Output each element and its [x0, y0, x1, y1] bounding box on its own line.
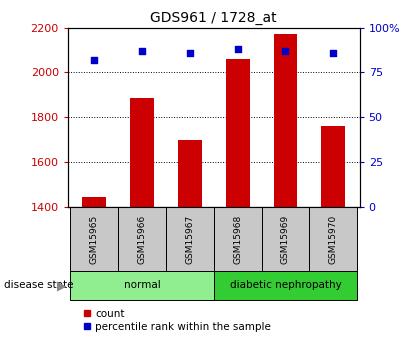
Bar	[214, 207, 261, 271]
Bar	[178, 140, 202, 207]
Bar	[261, 207, 309, 271]
Legend: count, percentile rank within the sample: count, percentile rank within the sample	[84, 309, 271, 332]
Bar	[226, 59, 249, 207]
Point	[187, 50, 193, 56]
Title: GDS961 / 1728_at: GDS961 / 1728_at	[150, 11, 277, 25]
Bar	[82, 197, 106, 207]
Bar	[273, 34, 298, 207]
Text: GSM15965: GSM15965	[90, 214, 99, 264]
Bar	[70, 207, 118, 271]
Text: GSM15966: GSM15966	[137, 214, 146, 264]
Text: diabetic nephropathy: diabetic nephropathy	[230, 280, 342, 290]
Text: GSM15967: GSM15967	[185, 214, 194, 264]
Text: GSM15969: GSM15969	[281, 214, 290, 264]
Text: ▶: ▶	[57, 279, 66, 292]
Text: disease state: disease state	[4, 280, 74, 290]
Bar	[166, 207, 214, 271]
Bar	[321, 126, 345, 207]
Bar	[214, 271, 357, 300]
Text: GSM15968: GSM15968	[233, 214, 242, 264]
Bar	[118, 207, 166, 271]
Point	[282, 48, 289, 54]
Text: normal: normal	[124, 280, 160, 290]
Text: GSM15970: GSM15970	[329, 214, 338, 264]
Bar	[130, 98, 154, 207]
Point	[91, 57, 97, 63]
Bar	[70, 271, 214, 300]
Point	[330, 50, 337, 56]
Bar	[309, 207, 357, 271]
Point	[234, 46, 241, 52]
Point	[139, 48, 145, 54]
